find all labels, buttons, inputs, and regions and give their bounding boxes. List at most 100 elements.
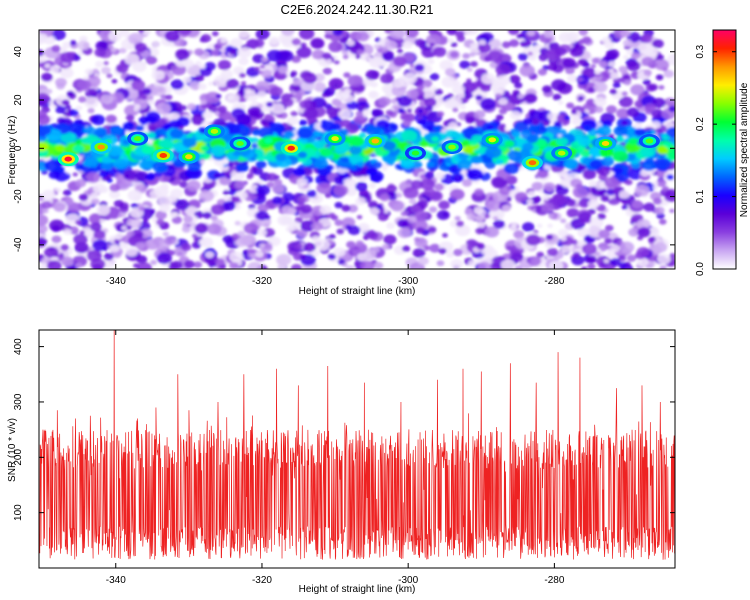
heatmap-speckle — [666, 174, 675, 181]
heatmap-speckle — [623, 79, 632, 86]
heatmap-speckle — [213, 172, 222, 179]
heatmap-speckle — [156, 219, 165, 226]
heatmap-speckle — [191, 114, 205, 125]
heatmap-band-cell — [486, 124, 495, 131]
heatmap-speckle — [41, 200, 52, 209]
heatmap-band-cell — [336, 157, 353, 169]
heatmap-speckle — [92, 68, 100, 74]
heatmap-speckle — [127, 189, 143, 201]
heatmap-band-cell — [555, 137, 569, 147]
heatmap-speckle — [368, 90, 379, 99]
heatmap-speckle — [255, 251, 264, 258]
heatmap-speckle — [669, 208, 675, 213]
heatmap-speckle — [536, 223, 543, 228]
heatmap-speckle — [486, 200, 501, 212]
heatmap-speckle — [475, 94, 483, 101]
heatmap-speckle — [298, 30, 315, 40]
heatmap-speckle — [270, 103, 285, 115]
heatmap-speckle — [181, 243, 192, 252]
heatmap-speckle — [374, 57, 385, 66]
heatmap-speckle — [169, 211, 178, 218]
heatmap-band-cell — [341, 157, 349, 163]
heatmap-band-cell — [169, 128, 184, 139]
heatmap-speckle — [102, 30, 109, 36]
heatmap-speckle — [588, 180, 597, 187]
heatmap-speckle — [455, 224, 471, 237]
heatmap-band-cell — [182, 137, 197, 148]
heatmap-speckle — [495, 114, 504, 121]
heatmap-speckle — [234, 180, 246, 189]
heatmap-speckle — [261, 57, 268, 63]
heatmap-speckle — [55, 77, 67, 87]
heatmap-speckle — [60, 244, 69, 251]
heatmap-band-cell — [538, 126, 547, 132]
heatmap-speckle — [39, 214, 49, 226]
heatmap-speckle — [237, 47, 252, 58]
heatmap-speckle — [453, 174, 463, 182]
heatmap-band-cell — [495, 159, 504, 166]
heatmap-band-cell — [101, 156, 112, 164]
heatmap-speckle — [527, 190, 536, 197]
heatmap-band-cell — [426, 161, 435, 168]
heatmap-speckle — [276, 112, 283, 118]
heatmap-speckle — [655, 74, 664, 81]
y-tick-label: 100 — [13, 504, 24, 521]
heatmap-speckle — [389, 30, 406, 40]
heatmap-speckle — [596, 204, 606, 212]
heatmap-speckle — [608, 61, 616, 67]
y-tick-label: -40 — [13, 237, 24, 252]
heatmap-speckle — [200, 64, 206, 69]
heatmap-speckle — [160, 183, 169, 190]
heatmap-speckle — [79, 35, 88, 43]
heatmap-speckle — [454, 215, 461, 221]
heatmap-speckle — [578, 30, 588, 36]
heatmap-speckle — [548, 213, 555, 219]
heatmap-speckle — [61, 256, 74, 267]
heatmap-speckle — [78, 193, 89, 201]
heatmap-band-cell — [565, 159, 577, 168]
heatmap-speckle — [606, 105, 617, 114]
snr-series-line — [39, 330, 675, 560]
heatmap-speckle — [93, 229, 106, 240]
heatmap-speckle — [661, 185, 669, 192]
heatmap-speckle — [77, 40, 90, 51]
heatmap-speckle — [565, 66, 575, 75]
heatmap-speckle — [62, 190, 69, 195]
heatmap-y-axis-label: Frequency (Hz) — [7, 116, 18, 185]
heatmap-hotspot — [185, 154, 193, 160]
heatmap-speckle — [478, 42, 492, 53]
heatmap-speckle — [434, 183, 444, 191]
heatmap-speckle — [517, 53, 528, 61]
heatmap-speckle — [531, 181, 543, 191]
heatmap-band-cell — [293, 167, 306, 177]
heatmap-band-cell — [109, 126, 123, 136]
heatmap-speckle — [600, 195, 610, 202]
heatmap-speckle — [180, 105, 188, 111]
heatmap-speckle — [449, 188, 465, 201]
heatmap-speckle — [255, 184, 271, 196]
heatmap-speckle — [281, 36, 296, 48]
heatmap-speckle — [334, 201, 343, 209]
x-tick-label: -340 — [106, 575, 126, 586]
heatmap-band-cell — [254, 149, 263, 155]
heatmap-speckle — [243, 222, 259, 234]
heatmap-speckle — [368, 182, 376, 189]
heatmap-speckle — [79, 230, 85, 235]
heatmap-speckle — [641, 34, 653, 44]
heatmap-speckle — [266, 101, 274, 108]
heatmap-speckle — [360, 260, 375, 269]
heatmap-speckle — [207, 223, 222, 235]
heatmap-speckle — [547, 223, 553, 228]
heatmap-speckle — [306, 189, 317, 198]
heatmap-speckle — [51, 45, 61, 53]
heatmap-speckle — [526, 30, 536, 37]
heatmap-speckle — [601, 36, 612, 45]
heatmap-band-cell — [113, 158, 128, 170]
heatmap-speckle — [538, 53, 549, 62]
heatmap-speckle — [345, 123, 359, 134]
heatmap-frame — [38, 29, 676, 270]
heatmap-speckle — [436, 260, 445, 267]
heatmap-speckle — [631, 200, 643, 209]
heatmap-speckle — [618, 254, 626, 261]
heatmap-speckle — [300, 42, 307, 48]
